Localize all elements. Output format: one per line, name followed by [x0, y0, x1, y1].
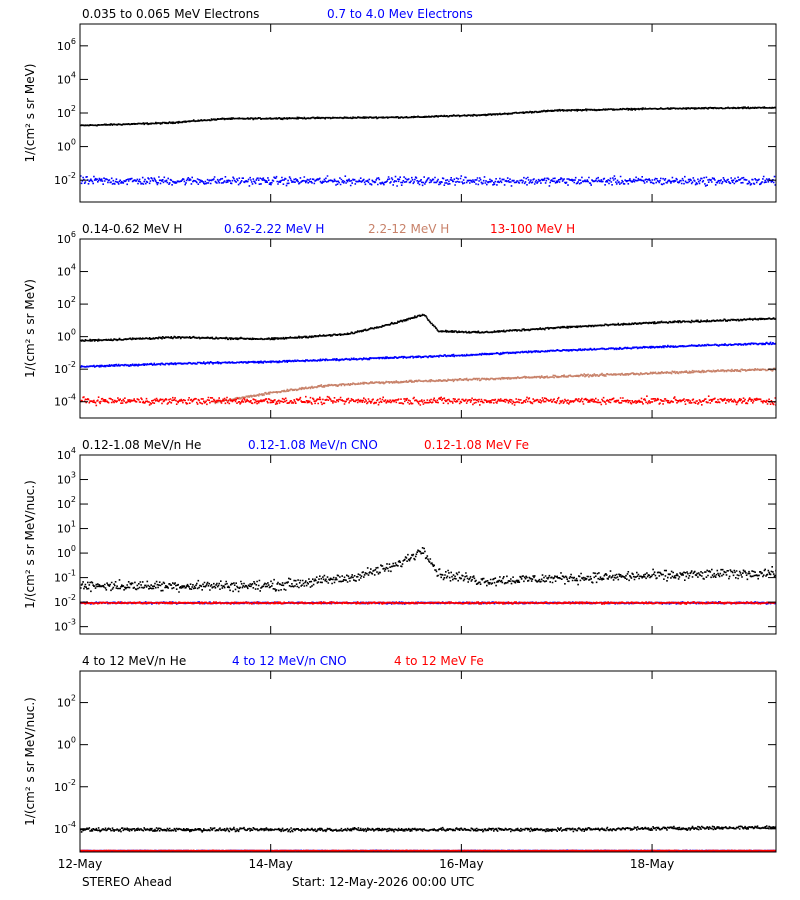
y-tick-label: 10-2 [54, 360, 76, 376]
y-tick-label: 104 [57, 446, 76, 462]
series-marks [213, 367, 776, 405]
series-1 [80, 825, 776, 833]
series-marks [80, 175, 776, 187]
panel-4: 102 100 10-2 10-4 1/(cm² s sr MeV/nuc.) 4 to … [23, 654, 777, 853]
y-axis-label: 1/(cm² s sr MeV/nuc.) [23, 480, 37, 609]
series-3 [213, 367, 776, 405]
data-points [80, 106, 776, 187]
panel-3: 104 103 102 101 100 10-1 10-2 10-3 1/(cm² s sr M… [23, 438, 777, 635]
x-axis: 12-May 14-May 16-May 18-May [58, 857, 674, 871]
series-2 [80, 175, 776, 187]
y-axis-label: 1/(cm² s sr MeV/nuc.) [23, 697, 37, 826]
y-tick-label: 100 [57, 736, 76, 752]
y-tick-label: 10-2 [54, 171, 76, 187]
panel-2: 106 104 102 100 10-2 10-4 1/(cm² s sr MeV) 0.14… [23, 222, 777, 419]
legend-entry: 0.7 to 4.0 Mev Electrons [327, 7, 473, 21]
series-4 [80, 395, 776, 407]
plot-frame [79, 238, 777, 419]
series-marks [80, 825, 776, 833]
series-marks [80, 395, 776, 407]
series-marks [80, 547, 776, 593]
x-tick-label: 16-May [439, 857, 483, 871]
series-1 [80, 106, 776, 127]
y-tick-label: 100 [57, 138, 76, 154]
legend-entry: 0.12-1.08 MeV/n He [82, 438, 201, 452]
y-tick-label: 104 [57, 263, 76, 279]
y-tick-label: 102 [57, 295, 76, 311]
y-tick-label: 10-2 [54, 593, 76, 609]
y-tick-label: 106 [57, 230, 76, 246]
legend-entry: 4 to 12 MeV/n He [82, 654, 186, 668]
legend-entry: 0.14-0.62 MeV H [82, 222, 182, 236]
footer-center: Start: 12-May-2026 00:00 UTC [292, 875, 474, 889]
footer-left: STEREO Ahead [82, 875, 172, 889]
series-marks [80, 601, 776, 605]
x-tick-label: 18-May [630, 857, 674, 871]
series-3 [80, 601, 776, 605]
legend-entry: 4 to 12 MeV Fe [394, 654, 484, 668]
y-tick-label: 102 [57, 495, 76, 511]
y-tick-label: 101 [57, 520, 76, 536]
series-3 [80, 849, 776, 852]
plot-frame [79, 23, 777, 203]
data-points [80, 825, 776, 852]
series-1 [80, 547, 776, 593]
data-points [80, 313, 776, 407]
y-tick-label: 103 [57, 471, 76, 487]
plot-frame [79, 454, 777, 635]
series-marks [80, 341, 776, 368]
data-points [80, 547, 776, 605]
x-tick-label: 14-May [248, 857, 292, 871]
y-tick-label: 100 [57, 328, 76, 344]
x-tick-label: 12-May [58, 857, 102, 871]
y-tick-label: 10-3 [54, 618, 76, 634]
chart-panels: 106 104 102 100 10-2 1/(cm² s sr MeV) 0.035 to… [23, 7, 777, 853]
y-tick-label: 10-2 [54, 778, 76, 794]
y-tick-label: 102 [57, 694, 76, 710]
legend-entry: 0.12-1.08 MeV/n CNO [248, 438, 378, 452]
legend-entry: 4 to 12 MeV/n CNO [232, 654, 347, 668]
panel-1: 106 104 102 100 10-2 1/(cm² s sr MeV) 0.035 to… [23, 7, 777, 203]
y-tick-label: 102 [57, 104, 76, 120]
legend-entry: 2.2-12 MeV H [368, 222, 449, 236]
series-marks [80, 849, 776, 852]
legend-entry: 0.62-2.22 MeV H [224, 222, 324, 236]
y-tick-label: 104 [57, 70, 76, 86]
y-axis-label: 1/(cm² s sr MeV) [23, 279, 37, 378]
plot-frame [79, 670, 777, 853]
y-tick-label: 100 [57, 544, 76, 560]
y-tick-label: 10-4 [54, 393, 76, 409]
series-marks [80, 313, 776, 342]
legend-entry: 0.035 to 0.065 MeV Electrons [82, 7, 259, 21]
y-tick-label: 10-4 [54, 820, 76, 836]
y-tick-label: 106 [57, 37, 76, 53]
series-2 [80, 341, 776, 368]
legend-entry: 13-100 MeV H [490, 222, 575, 236]
series-marks [80, 106, 776, 127]
legend-entry: 0.12-1.08 MeV Fe [424, 438, 529, 452]
series-1 [80, 313, 776, 342]
y-axis-label: 1/(cm² s sr MeV) [23, 64, 37, 163]
y-tick-label: 10-1 [54, 569, 76, 585]
